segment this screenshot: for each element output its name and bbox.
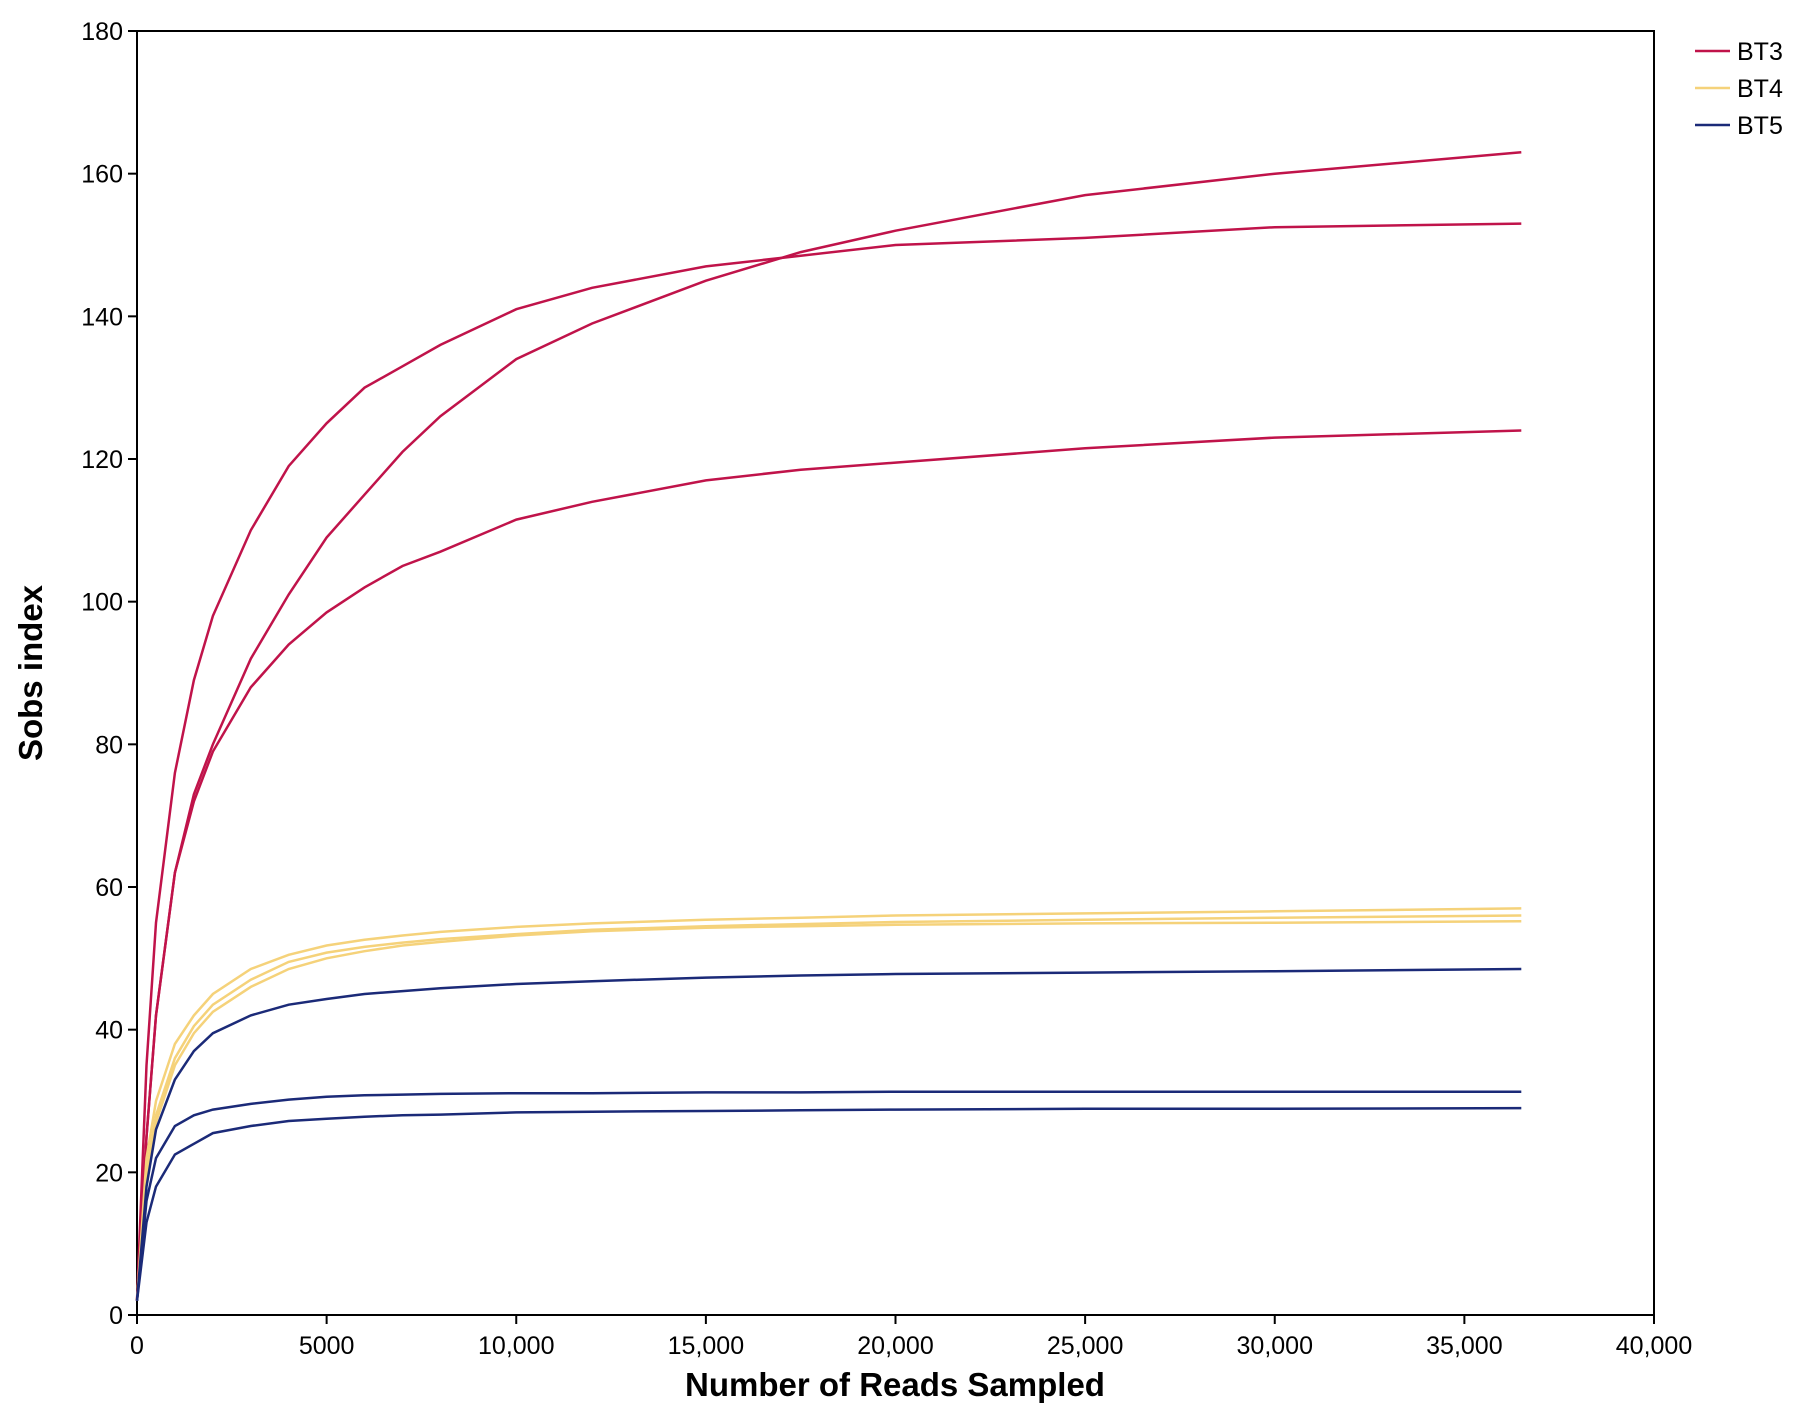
line: [135, 1106, 1522, 1301]
line: [135, 151, 1522, 1301]
y-tick-label: 140: [81, 303, 123, 331]
y-tick-label: 80: [95, 731, 123, 759]
x-tick-label: 0: [130, 1332, 144, 1360]
x-tick-label: 40,000: [1616, 1332, 1692, 1360]
legend-label: BT5: [1737, 112, 1783, 140]
plot-frame: [136, 30, 1655, 1316]
x-tick-label: 30,000: [1237, 1332, 1313, 1360]
y-tick-label: 60: [95, 874, 123, 902]
y-tick-label: 20: [95, 1159, 123, 1187]
x-tick-label: 25,000: [1047, 1332, 1123, 1360]
line: [135, 914, 1522, 1301]
line: [135, 919, 1522, 1301]
line: [135, 429, 1522, 1301]
x-tick-label: 15,000: [668, 1332, 744, 1360]
line: [135, 967, 1522, 1301]
y-tick-label: 160: [81, 161, 123, 189]
line: [135, 222, 1522, 1301]
y-tick-label: 100: [81, 589, 123, 617]
line: [135, 907, 1522, 1301]
y-tick-label: 40: [95, 1017, 123, 1045]
x-tick-label: 20,000: [857, 1332, 933, 1360]
x-tick-label: 10,000: [478, 1332, 554, 1360]
x-tick-label: 5000: [299, 1332, 355, 1360]
legend-label: BT4: [1737, 75, 1783, 103]
line: [135, 1090, 1522, 1301]
x-axis-title: Number of Reads Sampled: [685, 1366, 1105, 1403]
y-tick-label: 0: [109, 1302, 123, 1330]
y-tick-label: 180: [81, 18, 123, 46]
y-axis-title: Sobs index: [12, 584, 49, 761]
legend-label: BT3: [1737, 38, 1783, 66]
x-tick-label: 35,000: [1426, 1332, 1502, 1360]
y-tick-label: 120: [81, 446, 123, 474]
